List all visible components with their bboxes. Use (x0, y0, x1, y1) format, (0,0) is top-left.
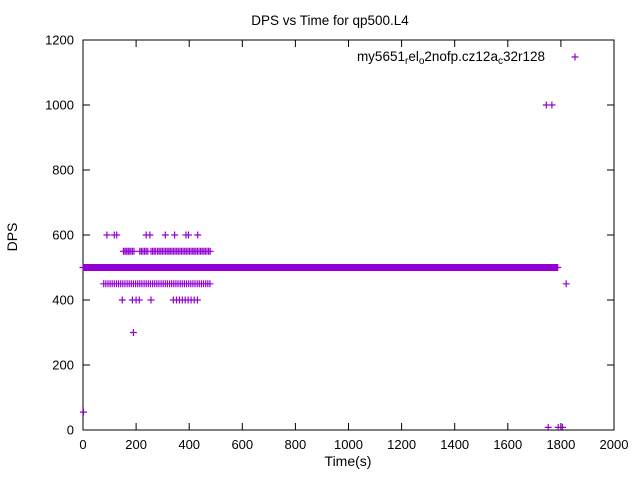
x-tick-label: 1600 (493, 437, 522, 452)
x-tick-label: 400 (178, 437, 200, 452)
y-tick-label: 400 (52, 293, 74, 308)
x-tick-label: 0 (79, 437, 86, 452)
x-tick-label: 600 (231, 437, 253, 452)
legend-label-subscript: c (498, 56, 503, 67)
y-axis-label: DPS (4, 223, 20, 252)
x-tick-label: 1000 (334, 437, 363, 452)
legend-label-part: 32r128 (503, 49, 545, 64)
x-axis-label: Time(s) (325, 453, 372, 469)
data-points-layer (79, 101, 570, 431)
legend-label: my5651relo2nofp.cz12ac32r128 (357, 49, 545, 67)
x-tick-label: 200 (125, 437, 147, 452)
x-tick-label: 1400 (440, 437, 469, 452)
x-tick-label: 1200 (387, 437, 416, 452)
y-tick-label: 1200 (45, 33, 74, 48)
chart-title: DPS vs Time for qp500.L4 (251, 13, 409, 28)
y-tick-label: 1000 (45, 98, 74, 113)
y-tick-label: 200 (52, 358, 74, 373)
x-tick-label: 800 (285, 437, 307, 452)
y-tick-label: 800 (52, 163, 74, 178)
axes: 0 200 400 600 800 1000 1200 1400 1600 1800 2000 0 20… (45, 33, 628, 453)
legend: my5651relo2nofp.cz12ac32r128 (357, 49, 579, 67)
legend-label-part: my5651 (357, 49, 405, 64)
legend-label-part: el (408, 49, 419, 64)
legend-label-subscript: o (419, 56, 425, 67)
series-points (79, 101, 570, 431)
x-tick-label: 2000 (600, 437, 629, 452)
legend-label-part: 2nofp.cz12a (424, 49, 498, 64)
legend-sample-marker (571, 53, 579, 61)
x-tick-label: 1800 (546, 437, 575, 452)
y-tick-label: 0 (67, 423, 74, 438)
legend-label-subscript: r (405, 56, 409, 67)
y-tick-label: 600 (52, 228, 74, 243)
